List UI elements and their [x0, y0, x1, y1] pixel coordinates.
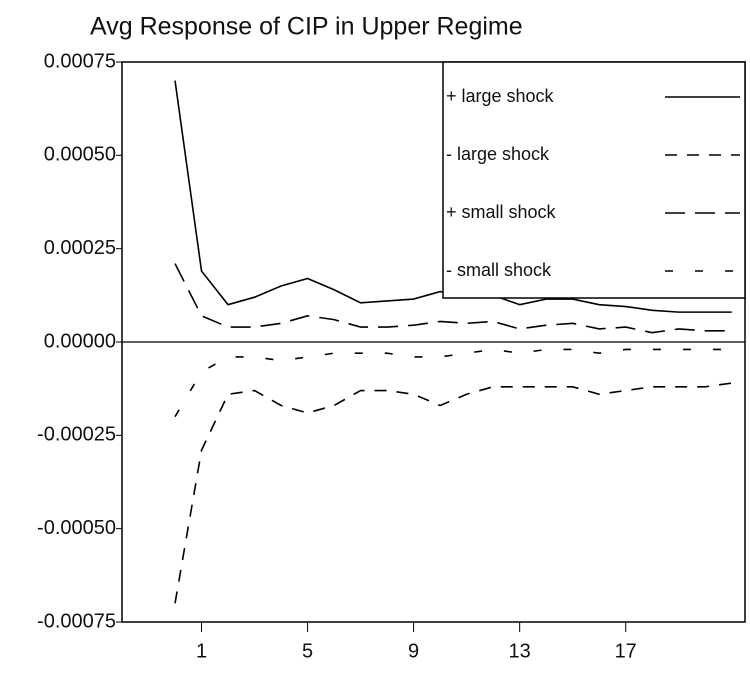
x-tick-label: 5	[302, 640, 313, 662]
legend-box	[442, 61, 746, 299]
legend-label: - small shock	[446, 260, 552, 280]
series-line	[174, 348, 732, 418]
legend-label: - large shock	[446, 144, 550, 164]
legend-label: + small shock	[446, 202, 557, 222]
series-line	[174, 263, 732, 334]
y-tick-label: -0.00025	[37, 424, 116, 446]
y-tick-label: 0.00075	[44, 50, 116, 72]
chart-title: Avg Response of CIP in Upper Regime	[90, 13, 523, 41]
x-tick-label: 9	[408, 640, 419, 662]
y-tick-label: -0.00075	[37, 610, 116, 632]
series-line	[174, 382, 732, 604]
y-tick-label: 0.00025	[44, 237, 116, 259]
x-tick-label: 1	[196, 640, 207, 662]
y-tick-label: -0.00050	[37, 517, 116, 539]
legend-label: + large shock	[446, 86, 555, 106]
x-tick-label: 17	[615, 640, 637, 662]
y-tick-label: 0.00050	[44, 144, 116, 166]
x-tick-label: 13	[509, 640, 531, 662]
y-tick-label: 0.00000	[44, 330, 116, 352]
